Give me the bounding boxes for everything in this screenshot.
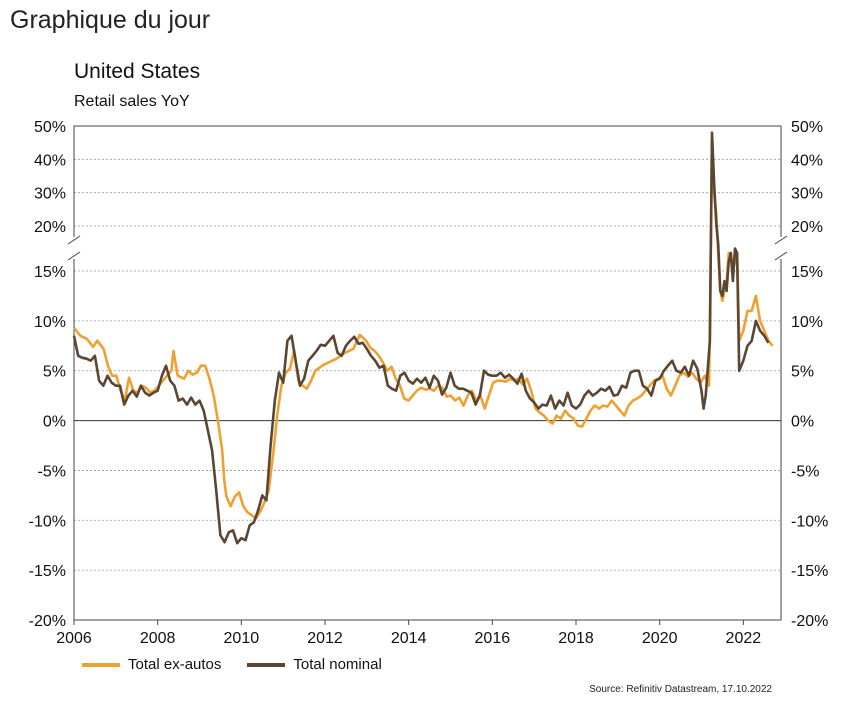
chart-subtitle: Retail sales YoY: [74, 93, 190, 110]
y-tick-label-left: 10%: [34, 314, 66, 331]
x-tick-label: 2022: [726, 630, 762, 647]
y-tick-label-right: -10%: [791, 513, 828, 530]
legend-item-ex-autos: Total ex-autos: [82, 656, 221, 673]
y-tick-label-left: 0%: [43, 414, 66, 431]
y-tick-label-right: 5%: [791, 364, 814, 381]
x-tick-label: 2008: [140, 630, 176, 647]
axis-break-mark: [774, 235, 788, 245]
axis-break-mark: [67, 235, 81, 245]
series-line-nominal: [72, 131, 770, 545]
y-tick-label-left: 5%: [43, 364, 66, 381]
y-tick-label-left: -10%: [29, 513, 66, 530]
legend: Total ex-autos Total nominal: [82, 656, 382, 673]
y-tick-label-right: 40%: [791, 152, 823, 169]
y-tick-label-right: 30%: [791, 186, 823, 203]
x-tick-label: 2018: [558, 630, 594, 647]
source-note: Source: Refinitiv Datastream, 17.10.2022: [589, 684, 772, 695]
y-tick-label-left: 30%: [34, 186, 66, 203]
y-tick-label-left: 50%: [34, 119, 66, 136]
x-tick-label: 2006: [56, 630, 92, 647]
x-tick-label: 2010: [224, 630, 260, 647]
y-tick-label-left: 40%: [34, 152, 66, 169]
plot-frame: [73, 125, 782, 621]
x-tick-label: 2012: [307, 630, 343, 647]
x-tick-label: 2016: [475, 630, 511, 647]
page-title: Graphique du jour: [10, 6, 211, 34]
y-tick-label-right: -5%: [791, 463, 819, 480]
chart-title: United States: [74, 60, 201, 83]
series-line-ex-autos: [72, 138, 774, 520]
x-tick-label: 2014: [391, 630, 427, 647]
legend-swatch-ex-autos: [82, 662, 120, 667]
y-tick-label-left: -20%: [29, 613, 66, 630]
x-tick-label: 2020: [642, 630, 678, 647]
y-tick-label-right: 15%: [791, 264, 823, 281]
y-tick-label-right: -15%: [791, 563, 828, 580]
y-tick-label-right: 20%: [791, 219, 823, 236]
y-tick-label-right: 0%: [791, 414, 814, 431]
legend-label-ex-autos: Total ex-autos: [128, 656, 222, 673]
y-tick-label-left: 20%: [34, 219, 66, 236]
legend-label-nominal: Total nominal: [293, 656, 382, 673]
legend-swatch-nominal: [247, 662, 286, 667]
y-tick-label-right: 10%: [791, 314, 823, 331]
y-tick-label-right: 50%: [791, 119, 823, 136]
y-tick-label-right: -20%: [791, 613, 828, 630]
y-tick-label-left: 15%: [34, 264, 66, 281]
axis-break-mark: [774, 251, 788, 261]
axis-break-mark: [67, 251, 81, 261]
y-tick-label-left: -15%: [29, 563, 66, 580]
legend-item-nominal: Total nominal: [247, 656, 382, 673]
y-tick-label-left: -5%: [38, 463, 66, 480]
